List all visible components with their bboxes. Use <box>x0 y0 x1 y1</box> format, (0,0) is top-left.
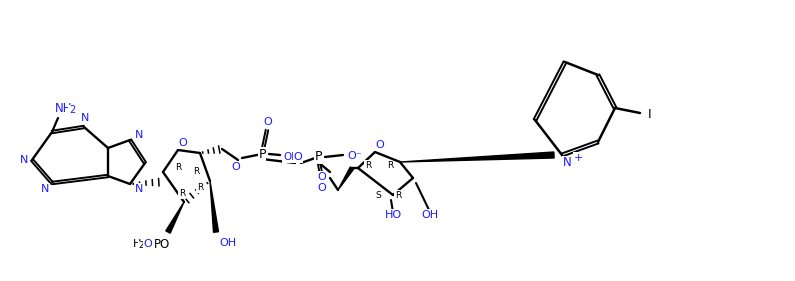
Text: PO: PO <box>154 237 170 250</box>
Text: O⁻: O⁻ <box>347 151 363 161</box>
Text: N: N <box>135 130 143 140</box>
Text: R: R <box>193 167 199 176</box>
Text: P: P <box>258 148 266 160</box>
Text: O: O <box>264 117 273 127</box>
Polygon shape <box>166 202 184 233</box>
Text: R: R <box>175 164 181 173</box>
Text: S: S <box>375 191 381 201</box>
Text: O: O <box>318 183 327 193</box>
Text: R: R <box>387 162 393 171</box>
Text: OH: OH <box>283 152 299 162</box>
Text: 3: 3 <box>153 241 159 250</box>
Text: R: R <box>365 160 371 169</box>
Text: N: N <box>41 184 49 194</box>
Text: N: N <box>563 157 572 169</box>
Polygon shape <box>210 181 219 232</box>
Text: O: O <box>179 138 188 148</box>
Text: 2: 2 <box>138 241 144 250</box>
Text: O: O <box>144 239 153 249</box>
Polygon shape <box>338 167 354 190</box>
Text: O: O <box>375 140 384 150</box>
Text: N: N <box>81 113 89 123</box>
Text: HO: HO <box>385 210 401 220</box>
Text: R: R <box>197 183 204 192</box>
Text: N: N <box>135 184 143 194</box>
Text: O: O <box>293 152 302 162</box>
Text: +: + <box>573 153 583 163</box>
Text: O: O <box>231 162 240 172</box>
Text: R: R <box>179 189 185 198</box>
Text: R: R <box>395 191 401 200</box>
Text: H: H <box>133 239 142 249</box>
Text: N: N <box>20 155 28 165</box>
Text: I: I <box>648 108 652 121</box>
Text: P: P <box>314 151 322 164</box>
Text: 2: 2 <box>69 105 75 115</box>
Text: OH: OH <box>421 210 439 220</box>
Text: OH: OH <box>219 238 237 248</box>
Text: NH: NH <box>55 101 72 114</box>
Text: O: O <box>318 172 327 182</box>
Polygon shape <box>400 152 554 162</box>
